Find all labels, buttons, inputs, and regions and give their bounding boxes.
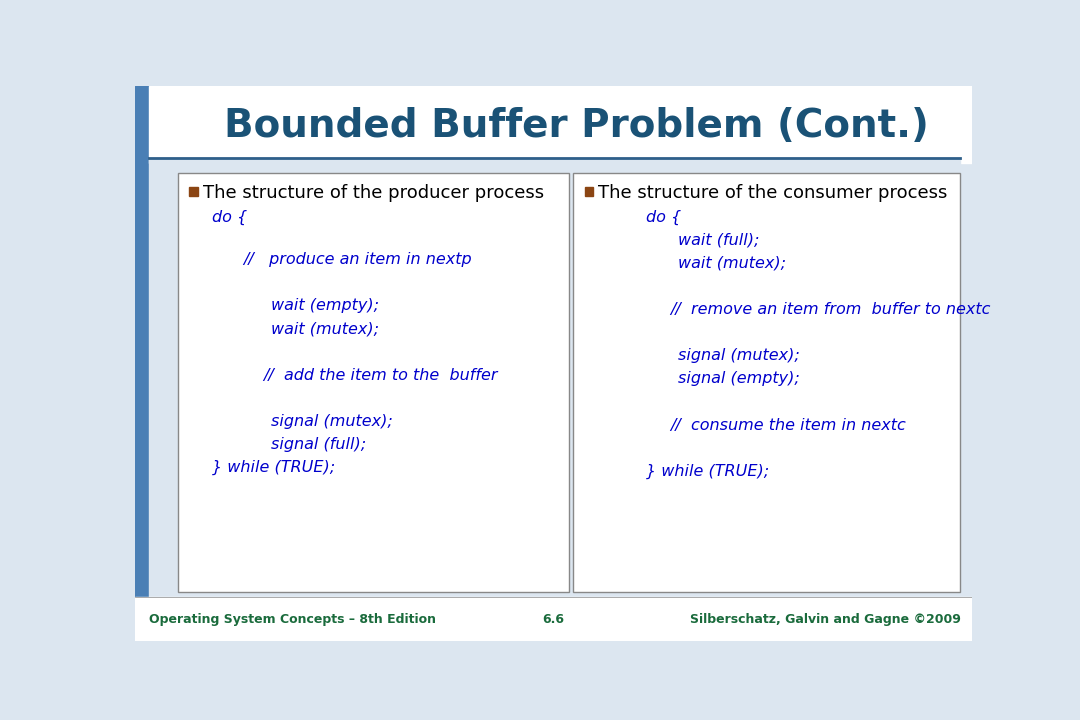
Text: do {: do { (213, 210, 247, 225)
Text: //  add the item to the  buffer: // add the item to the buffer (262, 368, 498, 382)
Text: wait (empty);: wait (empty); (271, 298, 379, 313)
Bar (189, 187, 198, 196)
Text: } while (TRUE);: } while (TRUE); (213, 460, 336, 475)
Text: signal (mutex);: signal (mutex); (271, 414, 392, 429)
Text: //  consume the item in nextc: // consume the item in nextc (670, 418, 905, 433)
Text: wait (mutex);: wait (mutex); (677, 256, 785, 271)
Text: The structure of the consumer process: The structure of the consumer process (598, 184, 948, 202)
Text: wait (full);: wait (full); (677, 233, 759, 248)
Text: signal (mutex);: signal (mutex); (677, 348, 799, 364)
Bar (149, 86, 972, 163)
Text: wait (mutex);: wait (mutex); (271, 321, 379, 336)
Bar (572, 173, 960, 593)
Bar (135, 86, 149, 641)
Text: do {: do { (647, 210, 681, 225)
Text: Silberschatz, Galvin and Gagne ©2009: Silberschatz, Galvin and Gagne ©2009 (689, 613, 960, 626)
Text: signal (full);: signal (full); (271, 437, 366, 452)
Bar (584, 187, 593, 196)
Text: 6.6: 6.6 (542, 613, 565, 626)
Text: //  remove an item from  buffer to nextc: // remove an item from buffer to nextc (670, 302, 990, 318)
Bar (177, 173, 569, 593)
Text: Bounded Buffer Problem (Cont.): Bounded Buffer Problem (Cont.) (225, 107, 929, 145)
Text: The structure of the producer process: The structure of the producer process (203, 184, 544, 202)
Text: } while (TRUE);: } while (TRUE); (647, 464, 770, 479)
Text: Operating System Concepts – 8th Edition: Operating System Concepts – 8th Edition (149, 613, 436, 626)
Bar (149, 158, 960, 597)
Text: signal (empty);: signal (empty); (677, 372, 799, 387)
Bar (135, 597, 972, 641)
Text: //   produce an item in nextp: // produce an item in nextp (243, 252, 472, 267)
